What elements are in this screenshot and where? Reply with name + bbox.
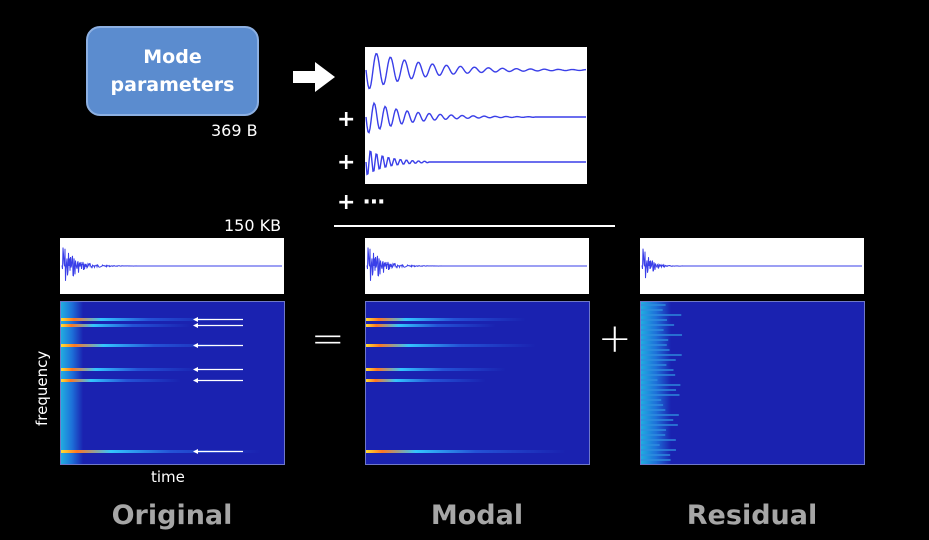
mode-arrow-head-4 [193, 367, 198, 372]
mode-streak-4 [61, 368, 201, 371]
modal-spectrogram [365, 301, 590, 465]
mode-waves-panel [365, 47, 587, 184]
mode-arrow-head-3 [193, 343, 198, 348]
mode-arrow-head-6 [193, 449, 198, 454]
y-axis-label: frequency [33, 350, 51, 426]
residual-ridge [641, 339, 669, 341]
onset-band [61, 302, 83, 464]
modal-waveform [365, 238, 589, 294]
residual-ridge [641, 314, 682, 316]
residual-ridge [641, 359, 676, 361]
residual-spectrogram-plot [641, 302, 683, 464]
residual-ridge [641, 369, 674, 371]
residual-ridge [641, 379, 658, 381]
equals-sign: = [311, 316, 345, 362]
residual-ridge [641, 459, 671, 461]
residual-ridge [641, 344, 667, 346]
residual-waveform [640, 238, 864, 294]
residual-ridge [641, 454, 671, 456]
mode-size-label: 369 B [211, 121, 258, 140]
audio-size-label: 150 KB [224, 216, 282, 235]
residual-ridge [641, 334, 683, 336]
residual-ridge [641, 374, 676, 376]
residual-ridge [641, 394, 680, 396]
residual-ridge [641, 444, 660, 446]
residual-ridge [641, 349, 670, 351]
waveform-trace [366, 247, 587, 281]
residual-ridge [641, 304, 666, 306]
waveform-trace [641, 248, 862, 279]
mode-streak-2 [366, 324, 496, 327]
residual-ridge [641, 399, 662, 401]
mode-streak-1 [366, 318, 526, 321]
original-waveform-plot [61, 247, 282, 281]
mode-wave-1 [365, 52, 587, 90]
residual-ridge [641, 364, 667, 366]
mode-streak-3 [61, 344, 231, 347]
residual-ridge [641, 449, 676, 451]
mode-parameters-box: Mode parameters [86, 26, 259, 116]
waveform-trace [61, 247, 282, 281]
ellipsis: ⋯ [363, 190, 385, 215]
original-spectrogram [60, 301, 285, 465]
mode-streak-5 [61, 379, 181, 382]
sum-divider [334, 225, 615, 227]
residual-ridge [641, 404, 664, 406]
residual-ridge [641, 439, 676, 441]
residual-ridge [641, 414, 679, 416]
residual-ridge [641, 384, 681, 386]
x-axis-label: time [151, 468, 185, 486]
modal-spectrogram-plot [366, 318, 566, 453]
residual-ridge [641, 329, 664, 331]
residual-ridge [641, 424, 678, 426]
mode-wave-2 [365, 101, 586, 134]
mode-streak-2 [61, 324, 191, 327]
mode-streak-4 [366, 368, 506, 371]
caption-modal: Modal [430, 500, 524, 531]
plus-sign-large: + [598, 316, 632, 362]
residual-ridge [641, 409, 666, 411]
plus-sign: + [337, 150, 356, 175]
residual-spectrogram [640, 301, 865, 465]
mode-streak-5 [366, 379, 486, 382]
mode-streak-6 [61, 450, 261, 453]
residual-ridge [641, 319, 667, 321]
residual-waveform-plot [641, 248, 862, 279]
residual-ridge [641, 389, 677, 391]
mode-arrow-head-2 [193, 323, 198, 328]
caption-original: Original [111, 500, 233, 531]
plus-sign: + [337, 107, 356, 132]
caption-residual: Residual [686, 500, 818, 531]
residual-ridge [641, 429, 667, 431]
mode-wave-3 [365, 150, 586, 176]
mode-streak-3 [366, 344, 536, 347]
residual-ridge [641, 324, 675, 326]
mode-streak-1 [61, 318, 221, 321]
plus-sign: + [337, 190, 356, 215]
residual-ridge [641, 434, 666, 436]
arrow-right-icon [293, 62, 335, 92]
residual-ridge [641, 419, 674, 421]
mode-arrow-head-5 [193, 378, 198, 383]
original-waveform [60, 238, 284, 294]
mode-streak-6 [366, 450, 566, 453]
mode-arrow-head-1 [193, 317, 198, 322]
residual-ridge [641, 354, 682, 356]
residual-ridge [641, 309, 663, 311]
mode-waves-plot [365, 52, 587, 176]
original-spectrogram-plot [61, 302, 261, 464]
mode-box-line2: parameters [110, 74, 235, 96]
mode-box-line1: Mode [143, 46, 202, 68]
modal-waveform-plot [366, 247, 587, 281]
